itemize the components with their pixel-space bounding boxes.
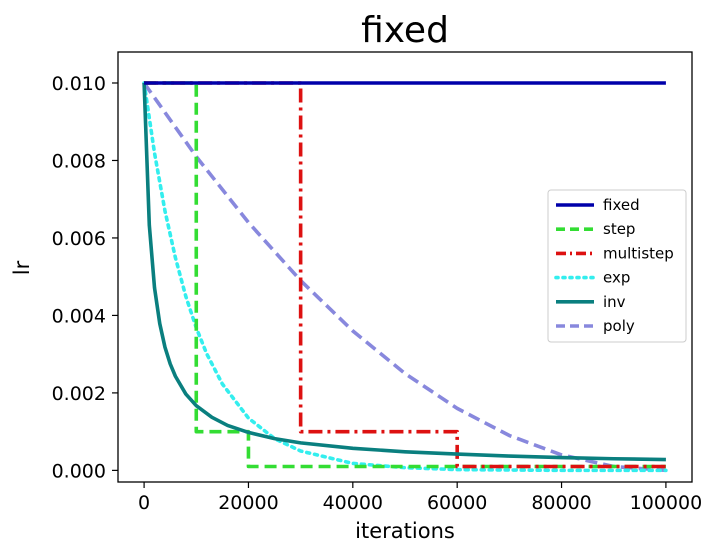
- y-tick-label: 0.000: [52, 460, 106, 482]
- x-tick-label: 20000: [218, 492, 278, 514]
- x-tick-label: 0: [138, 492, 150, 514]
- legend: fixed step multistep exp inv poly: [547, 189, 687, 343]
- legend-label-inv: inv: [603, 293, 626, 311]
- series-line-exp: [142, 81, 668, 473]
- series-line-inv: [142, 82, 666, 462]
- legend-label-step: step: [603, 220, 635, 238]
- legend-label-exp: exp: [603, 269, 630, 287]
- y-tick-label: 0.002: [52, 383, 106, 405]
- x-tick-label: 80000: [531, 492, 591, 514]
- y-tick-label: 0.004: [52, 305, 106, 327]
- series-lines: [142, 81, 668, 473]
- legend-box: [547, 189, 687, 343]
- x-tick-label: 100000: [630, 492, 703, 514]
- y-tick-label: 0.008: [52, 150, 106, 172]
- x-axis-label: iterations: [355, 519, 455, 543]
- y-axis-label: lr: [10, 260, 34, 275]
- watermark-text: 知乎 @龙鹏-言有三: [530, 511, 704, 535]
- y-tick-label: 0.010: [52, 73, 106, 95]
- legend-label-poly: poly: [603, 317, 635, 335]
- x-tick-label: 40000: [323, 492, 383, 514]
- legend-label-multistep: multistep: [603, 244, 674, 262]
- y-tick-label: 0.006: [52, 228, 106, 250]
- series-line-multistep: [144, 81, 666, 469]
- chart-title: fixed: [361, 10, 449, 51]
- y-axis: 0.000 0.002 0.004 0.006 0.008 0.010: [52, 73, 118, 482]
- x-tick-label: 60000: [427, 492, 487, 514]
- x-axis: 0 20000 40000 60000 80000 100000: [138, 482, 702, 514]
- legend-label-fixed: fixed: [603, 196, 640, 214]
- plot-frame: [117, 51, 693, 483]
